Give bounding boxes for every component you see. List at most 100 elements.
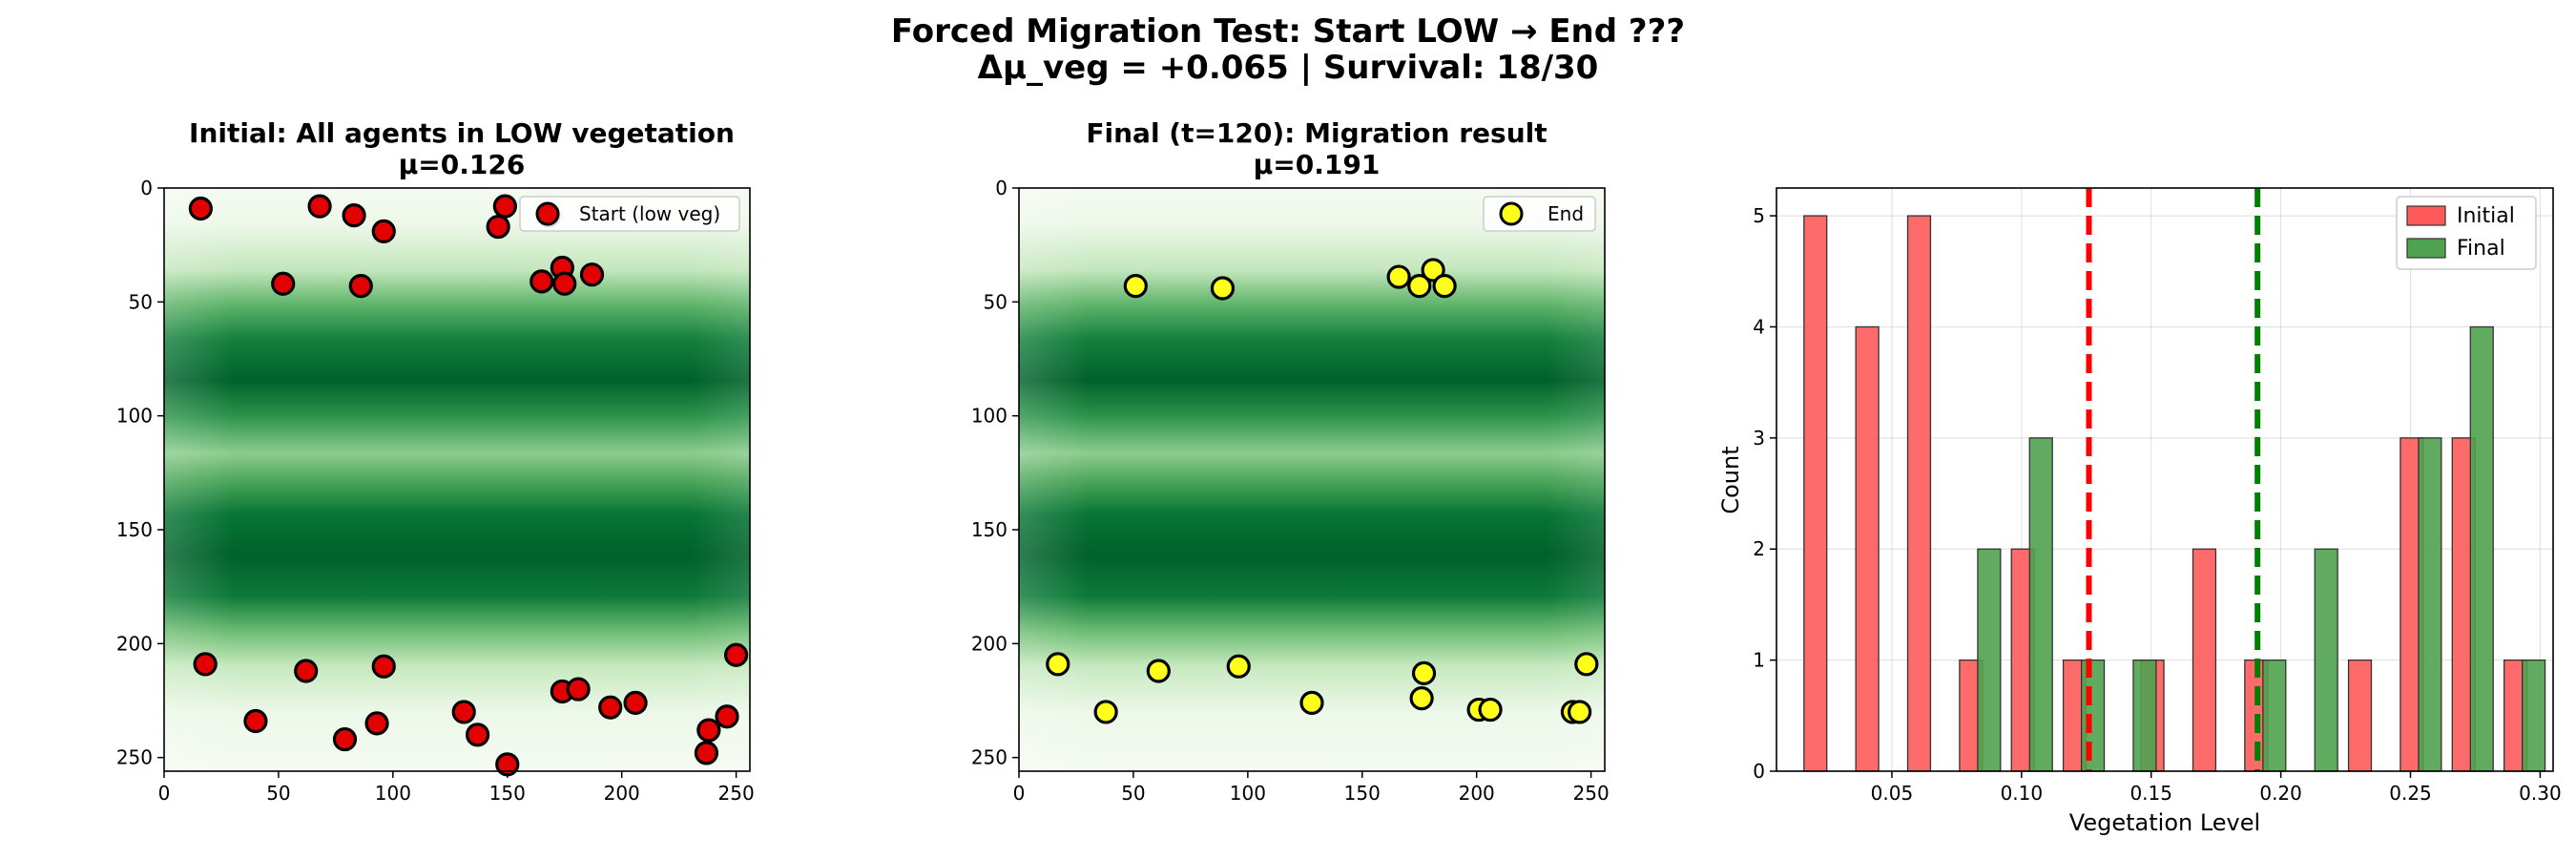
final-ytick-label: 50 xyxy=(984,290,1008,313)
initial-ytick-label: 200 xyxy=(116,632,153,655)
initial-panel-subtitle: μ=0.126 xyxy=(399,149,526,180)
final-bar xyxy=(2082,660,2105,771)
initial-ytick-label: 150 xyxy=(116,518,153,541)
histogram-xtick-label: 0.15 xyxy=(2129,782,2172,805)
final-ytick-label: 150 xyxy=(971,518,1008,541)
initial-agent-point xyxy=(373,220,394,241)
legend-initial-swatch xyxy=(2407,206,2445,225)
final-ytick-label: 200 xyxy=(971,632,1008,655)
final-xtick-label: 100 xyxy=(1230,782,1266,805)
final-panel-title: Final (t=120): Migration result xyxy=(1086,117,1547,149)
final-agent-point xyxy=(1388,266,1409,287)
initial-legend-marker xyxy=(537,203,558,224)
final-xtick-label: 200 xyxy=(1459,782,1495,805)
final-agent-point xyxy=(1048,654,1069,675)
histogram-xtick-label: 0.20 xyxy=(2259,782,2302,805)
initial-agent-point xyxy=(309,196,330,217)
initial-ytick-label: 50 xyxy=(129,290,153,313)
final-legend-label: End xyxy=(1548,202,1584,225)
final-agent-point xyxy=(1434,276,1455,297)
histogram-ytick-label: 1 xyxy=(1753,649,1765,672)
final-panel: Final (t=120): Migration result μ=0.191 … xyxy=(971,117,1610,805)
initial-agent-point xyxy=(334,729,355,750)
initial-agent-point xyxy=(373,656,394,677)
final-xtick-label: 250 xyxy=(1573,782,1610,805)
final-agent-point xyxy=(1480,700,1501,721)
initial-agent-point xyxy=(600,697,621,718)
initial-bar xyxy=(2192,549,2215,771)
final-ytick-label: 250 xyxy=(971,746,1008,769)
final-bar xyxy=(2315,549,2337,771)
final-agent-point xyxy=(1576,654,1597,675)
legend-final-swatch xyxy=(2407,239,2445,258)
initial-xtick-label: 200 xyxy=(604,782,640,805)
initial-agent-point xyxy=(296,660,317,681)
initial-agent-point xyxy=(467,724,488,745)
initial-agent-point xyxy=(273,273,294,294)
final-agent-point xyxy=(1095,702,1116,723)
final-xtick-label: 0 xyxy=(1013,782,1026,805)
initial-agent-point xyxy=(366,713,387,734)
histogram-xtick-label: 0.25 xyxy=(2389,782,2432,805)
final-bar xyxy=(2263,660,2286,771)
final-bar xyxy=(2029,438,2052,771)
final-ytick-label: 0 xyxy=(995,177,1008,199)
initial-ytick-label: 0 xyxy=(140,177,153,199)
histogram-ytick-label: 4 xyxy=(1753,315,1765,338)
initial-agent-point xyxy=(488,217,509,238)
final-xtick-label: 50 xyxy=(1121,782,1145,805)
initial-agent-point xyxy=(554,273,575,294)
final-bar xyxy=(2133,660,2156,771)
final-agent-point xyxy=(1148,660,1169,681)
histogram-xtick-label: 0.10 xyxy=(2001,782,2044,805)
initial-agent-point xyxy=(568,679,589,700)
suptitle-line2: Δμ_veg = +0.065 | Survival: 18/30 xyxy=(978,49,1599,87)
final-panel-subtitle: μ=0.191 xyxy=(1254,149,1381,180)
initial-legend: Start (low veg) xyxy=(520,197,739,231)
final-agent-point xyxy=(1301,692,1322,713)
initial-agent-point xyxy=(350,276,371,297)
final-bar xyxy=(2523,660,2545,771)
histogram-ytick-label: 5 xyxy=(1753,204,1765,227)
initial-legend-label: Start (low veg) xyxy=(579,202,720,225)
final-agent-point xyxy=(1411,688,1432,709)
initial-bar xyxy=(1908,216,1931,771)
initial-agent-point xyxy=(726,644,747,665)
initial-xtick-label: 150 xyxy=(489,782,526,805)
histogram-ytick-label: 0 xyxy=(1753,760,1765,783)
final-bar xyxy=(2470,326,2493,771)
initial-xtick-label: 50 xyxy=(266,782,290,805)
initial-bar xyxy=(1804,216,1827,771)
final-agent-point xyxy=(1228,656,1249,677)
histogram-legend: Initial Final xyxy=(2397,197,2536,269)
final-legend: End xyxy=(1484,197,1595,231)
histogram-xtick-label: 0.30 xyxy=(2519,782,2562,805)
initial-bar xyxy=(2349,660,2372,771)
initial-agent-point xyxy=(582,264,603,285)
final-agent-point xyxy=(1414,662,1435,683)
legend-initial-label: Initial xyxy=(2457,204,2515,228)
initial-agent-point xyxy=(494,196,515,217)
initial-xtick-label: 100 xyxy=(375,782,411,805)
histogram-ytick-label: 3 xyxy=(1753,427,1765,450)
initial-ytick-label: 250 xyxy=(116,746,153,769)
histogram-ylabel: Count xyxy=(1717,446,1744,513)
initial-agent-point xyxy=(245,710,266,731)
initial-ytick-label: 100 xyxy=(116,405,153,428)
initial-bar xyxy=(1856,326,1879,771)
suptitle-line1: Forced Migration Test: Start LOW → End ?… xyxy=(891,12,1685,51)
initial-agent-point xyxy=(717,706,737,727)
final-heatmap-edge-fade xyxy=(1019,188,1605,771)
initial-xtick-label: 250 xyxy=(718,782,755,805)
histogram-xlabel: Vegetation Level xyxy=(2069,809,2260,836)
legend-final-label: Final xyxy=(2457,237,2505,261)
initial-agent-point xyxy=(531,271,552,292)
initial-agent-point xyxy=(190,198,211,219)
histogram-panel: 0.05 0.10 0.15 0.20 0.25 0.30 0 1 2 3 4 5 Vegetatio… xyxy=(1717,188,2562,836)
final-agent-point xyxy=(1125,276,1146,297)
initial-agent-point xyxy=(696,743,717,764)
final-bar xyxy=(1978,549,2001,771)
initial-agent-point xyxy=(698,720,719,741)
